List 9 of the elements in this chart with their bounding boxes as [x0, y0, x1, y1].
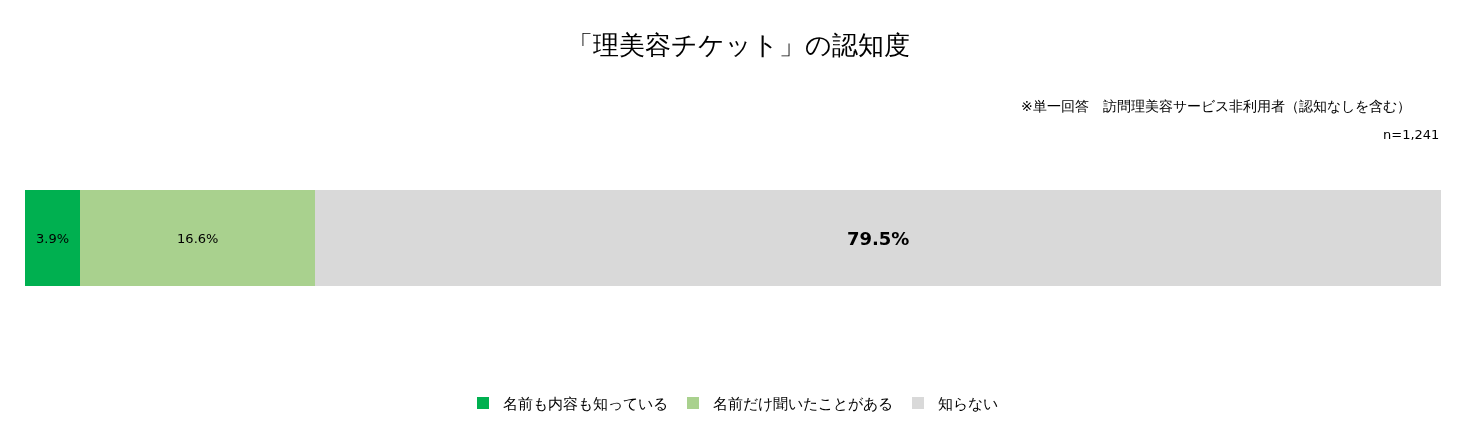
legend-label: 名前だけ聞いたことがある [713, 394, 893, 413]
chart-title: 「理美容チケット」の認知度 [566, 29, 910, 60]
legend-label: 名前も内容も知っている [503, 394, 668, 413]
text: n=1,241 [1383, 127, 1440, 142]
chart-subtitle: ※単一回答 訪問理美容サービス非利用者（認知なしを含む） [1021, 98, 1411, 114]
data-label: 3.9% [36, 230, 70, 246]
data-label: 79.5% [846, 227, 910, 249]
data-label: 16.6% [177, 230, 219, 246]
legend-label: 知らない [938, 394, 998, 413]
